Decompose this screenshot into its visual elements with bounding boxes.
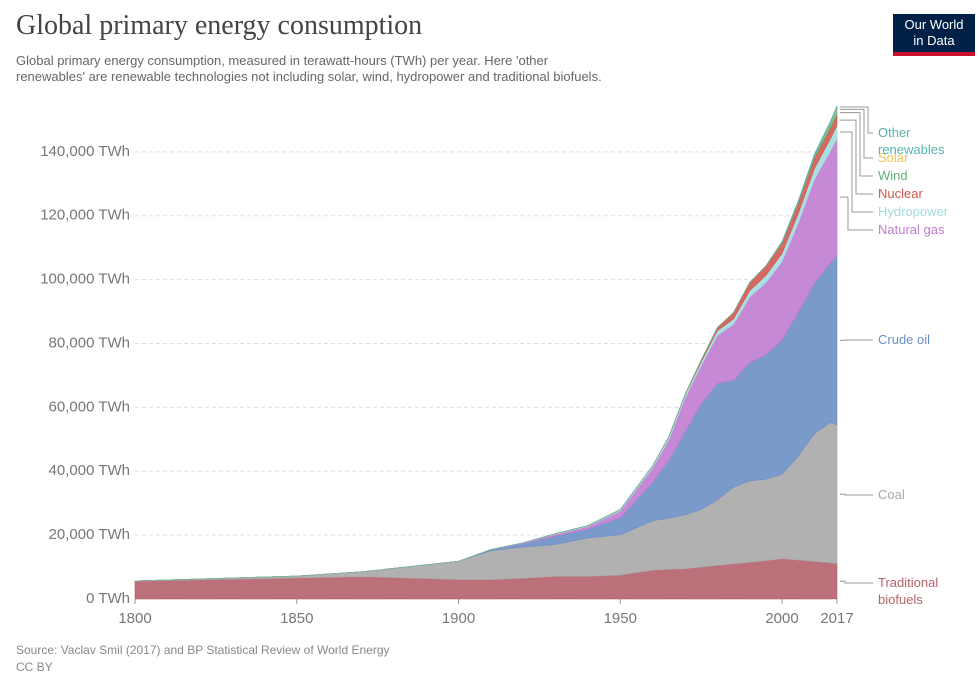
subtitle: Global primary energy consumption, measu… (16, 53, 602, 84)
leader-line (840, 119, 873, 195)
y-tick-label: 80,000 TWh (49, 334, 130, 351)
leader-line (840, 108, 873, 159)
y-tick-label: 40,000 TWh (49, 462, 130, 479)
leader-line (840, 131, 873, 213)
y-tick-label: 0 TWh (86, 590, 130, 607)
y-tick-label: 140,000 TWh (40, 143, 130, 160)
leader-line (840, 112, 873, 177)
x-tick-label: 1900 (442, 610, 475, 627)
leader-line (840, 580, 873, 584)
x-tick-label: 1850 (280, 610, 313, 627)
leader-line (840, 106, 873, 134)
legend-label: Traditional biofuels (878, 575, 939, 607)
area (134, 105, 838, 582)
license: CC BY (16, 660, 53, 674)
legend-label: Crude oil (878, 332, 931, 347)
legend-label: Coal (878, 487, 905, 502)
y-tick-label: 120,000 TWh (40, 207, 130, 224)
legend-label: Nuclear (878, 186, 923, 201)
legend-label: Wind (878, 168, 908, 183)
x-tick-label: 2017 (820, 610, 853, 627)
title: Global primary energy consumption (16, 10, 423, 41)
x-tick-label: 2000 (765, 610, 798, 627)
x-tick-label: 1800 (118, 610, 151, 627)
leader-line (840, 196, 873, 231)
y-tick-label: 60,000 TWh (49, 398, 130, 415)
legend-label: Hydropower (878, 204, 949, 219)
logo: Our World in Data (893, 14, 975, 56)
y-tick-label: 20,000 TWh (49, 526, 130, 543)
legend-label: Natural gas (878, 222, 945, 237)
leader-line (840, 493, 873, 496)
legend-label: Other renewables (878, 125, 945, 157)
x-tick-label: 1950 (604, 610, 637, 627)
y-tick-label: 100,000 TWh (40, 271, 130, 288)
source: Source: Vaclav Smil (2017) and BP Statis… (16, 643, 390, 657)
legend-label: Solar (878, 150, 909, 165)
